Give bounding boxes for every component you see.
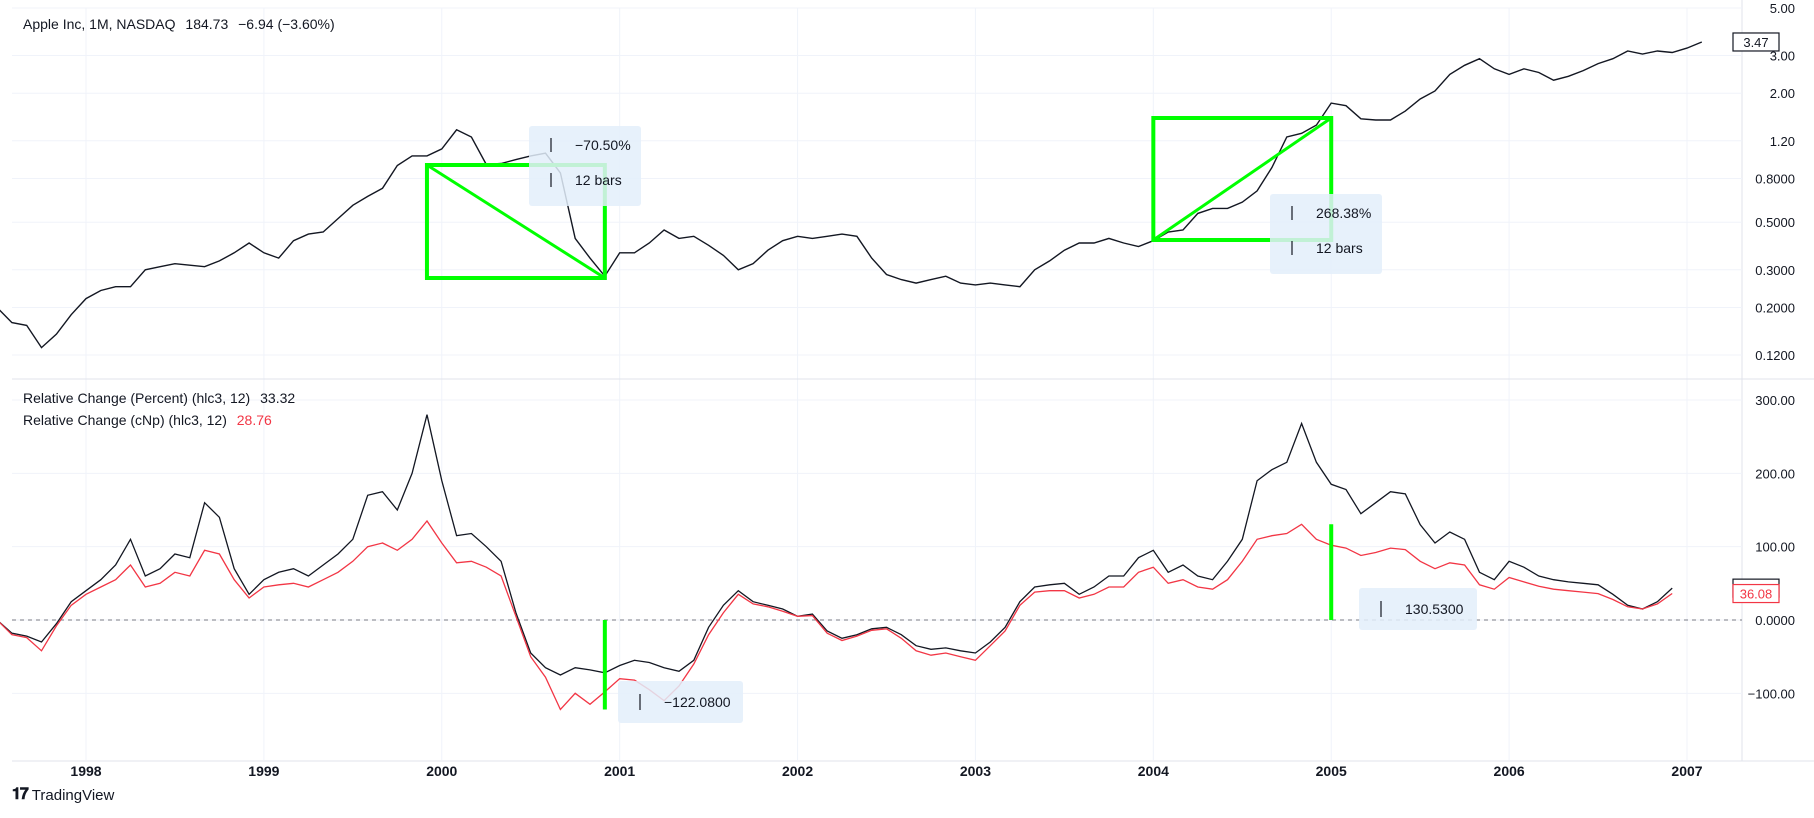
price-axis-label: 2.00: [1770, 86, 1795, 101]
indicator-axis-label: 300.00: [1755, 393, 1795, 408]
price-axis-label: 0.3000: [1755, 263, 1795, 278]
symbol-legend: Apple Inc, 1M, NASDAQ 184.73 −6.94 (−3.6…: [23, 16, 341, 32]
cnp-last-badge: [1732, 583, 1780, 604]
low-measure-label-bg: [618, 681, 743, 723]
indicator-percent-label: Relative Change (Percent) (hlc3, 12): [23, 390, 251, 406]
decline-label-text: 12 bars: [575, 172, 622, 188]
rise-label-text: 268.38%: [1316, 205, 1371, 221]
x-tick-label: 2005: [1316, 763, 1347, 779]
percent-line: [0, 414, 1673, 676]
brand-name: TradingView: [31, 786, 115, 804]
decline-measure-diagonal: [426, 163, 606, 280]
symbol-title: Apple Inc, 1M, NASDAQ: [23, 16, 176, 32]
price-axis-label: 0.5000: [1755, 215, 1795, 230]
price-axis-label: 3.00: [1770, 49, 1795, 64]
decline-label-text: −70.50%: [575, 137, 631, 153]
indicator-cnp-label: Relative Change (cNp) (hlc3, 12): [23, 412, 227, 428]
high-measure-label-text: 130.5300: [1405, 601, 1464, 617]
x-tick-label: 2004: [1138, 763, 1169, 779]
indicator-axis-label: 100.00: [1755, 540, 1795, 555]
rise-measure-box: [1151, 116, 1334, 242]
tradingview-logo-icon: 𝟏𝟕: [12, 786, 29, 803]
last-price: 184.73: [185, 16, 229, 32]
decline-measure-box: [424, 163, 607, 280]
tradingview-brand[interactable]: 𝟏𝟕 TradingView: [12, 786, 114, 804]
indicator-cnp-value: 28.76: [236, 412, 272, 428]
price-change: −6.94 (−3.60%): [238, 16, 335, 32]
indicator-axis-label: 200.00: [1755, 466, 1795, 481]
high-measure-label-bg: [1359, 588, 1477, 630]
price-axis-label: 5.00: [1770, 1, 1795, 16]
x-tick-label: 2001: [604, 763, 635, 779]
price-axis-label: 0.2000: [1755, 300, 1795, 315]
indicator-axis-label: −100.00: [1748, 686, 1795, 701]
x-tick-label: 2002: [782, 763, 813, 779]
x-tick-label: 2007: [1671, 763, 1702, 779]
x-tick-label: 2000: [426, 763, 457, 779]
price-line: [0, 41, 1703, 349]
price-axis-label: 1.20: [1770, 134, 1795, 149]
indicator-legend-percent: Relative Change (Percent) (hlc3, 12) 33.…: [23, 390, 301, 406]
indicator-axis-label: 0.0000: [1755, 613, 1795, 628]
indicator-legend-cnp: Relative Change (cNp) (hlc3, 12) 28.76: [23, 412, 278, 428]
indicator-percent-value: 33.32: [260, 390, 296, 406]
x-tick-label: 2006: [1494, 763, 1525, 779]
price-axis-label: 0.1200: [1755, 348, 1795, 363]
decline-label-bg: [529, 126, 641, 206]
x-tick-label: 2003: [960, 763, 991, 779]
x-tick-label: 1998: [70, 763, 101, 779]
cnp-last-badge-text: 36.08: [1740, 587, 1773, 602]
rise-label-bg: [1270, 194, 1382, 274]
low-measure-label-text: −122.0800: [664, 694, 731, 710]
cnp-line: [0, 519, 1673, 711]
last-price-badge: [1732, 32, 1780, 52]
x-tick-label: 1999: [248, 763, 279, 779]
last-price-badge-text: 3.47: [1743, 35, 1768, 50]
price-axis-label: 0.8000: [1755, 171, 1795, 186]
rise-label-text: 12 bars: [1316, 240, 1363, 256]
rise-measure-diagonal: [1152, 116, 1333, 242]
